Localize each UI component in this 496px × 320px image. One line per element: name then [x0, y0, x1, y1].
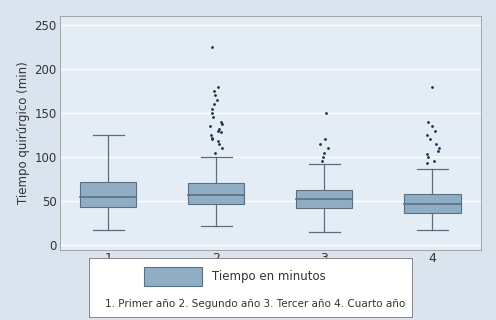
Text: Tiempo en minutos: Tiempo en minutos: [212, 270, 325, 283]
Bar: [188, 183, 245, 204]
Bar: [80, 182, 136, 207]
Bar: [296, 190, 353, 208]
Text: 1. Primer año 2. Segundo año 3. Tercer año 4. Cuarto año: 1. Primer año 2. Segundo año 3. Tercer a…: [105, 299, 406, 309]
Y-axis label: Tiempo quirúrgico (min): Tiempo quirúrgico (min): [17, 61, 30, 204]
Bar: [404, 194, 461, 212]
Bar: [144, 267, 202, 286]
